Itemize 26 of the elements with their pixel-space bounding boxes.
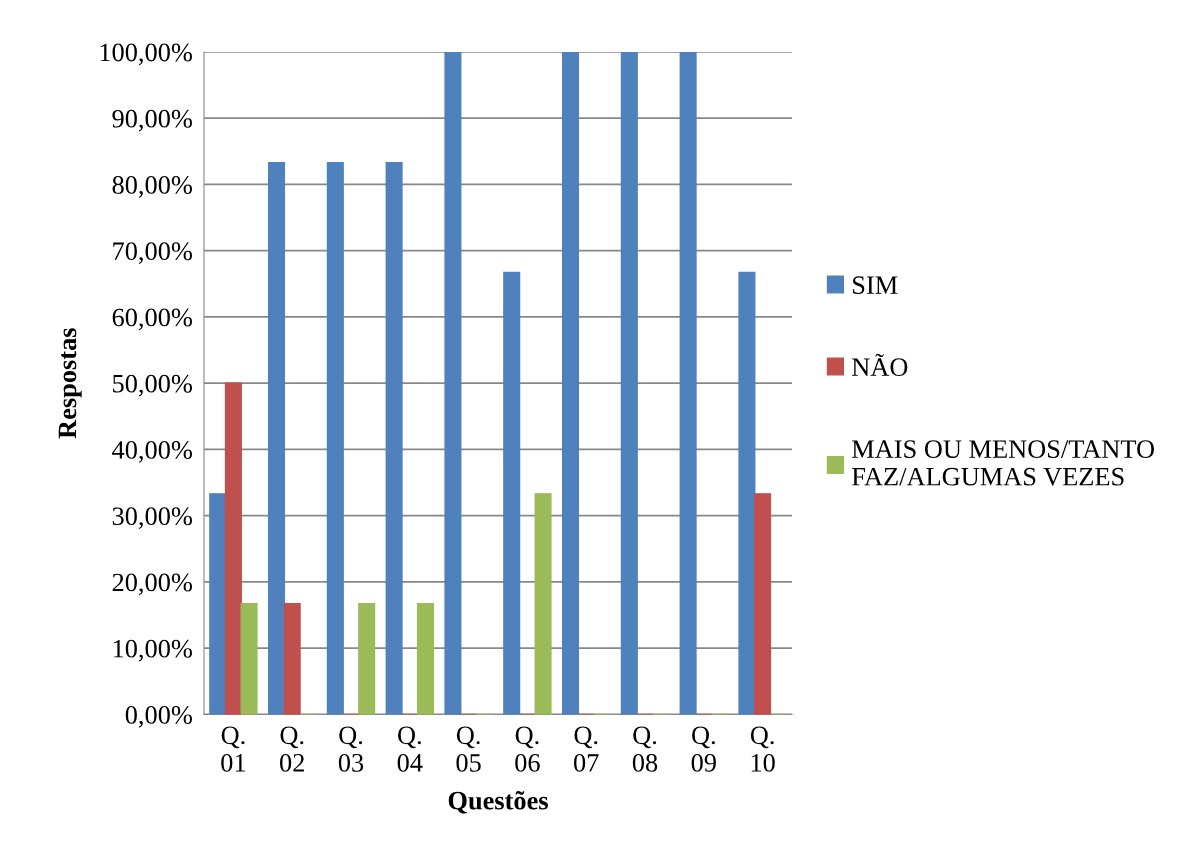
legend-label: MAIS OU MENOS/TANTO FAZ/ALGUMAS VEZES	[852, 440, 1155, 486]
y-tick-label: 40,00%	[112, 441, 192, 463]
x-tick-label: Q. 09	[691, 726, 716, 772]
x-tick-label: Q. 02	[280, 726, 304, 772]
y-tick-label: 70,00%	[113, 242, 192, 264]
legend-label: SIM	[853, 276, 898, 295]
y-tick-label: 0,00%	[125, 706, 192, 728]
y-tick-label: 60,00%	[112, 308, 192, 331]
x-tick-label: Q. 05	[456, 726, 481, 772]
y-tick-label: 80,00%	[112, 176, 192, 198]
x-tick-label: Q. 10	[750, 726, 775, 772]
y-tick-label: 100,00%	[100, 43, 192, 66]
legend-label: NÃO	[852, 353, 908, 377]
y-axis-title: Respostas	[58, 328, 82, 439]
x-tick-label: Q. 08	[632, 726, 658, 772]
x-axis-title: Questões	[448, 790, 548, 814]
y-tick-label: 10,00%	[113, 639, 192, 662]
x-tick-label: Q. 01	[221, 726, 246, 772]
y-tick-label: 50,00%	[113, 374, 192, 397]
x-tick-label: Q. 03	[338, 726, 364, 772]
x-tick-label: Q. 04	[397, 726, 423, 772]
y-tick-label: 90,00%	[112, 109, 192, 132]
x-tick-label: Q. 06	[515, 726, 540, 772]
x-tick-label: Q. 07	[574, 726, 599, 772]
y-tick-label: 30,00%	[112, 507, 192, 529]
y-tick-label: 20,00%	[112, 573, 192, 596]
